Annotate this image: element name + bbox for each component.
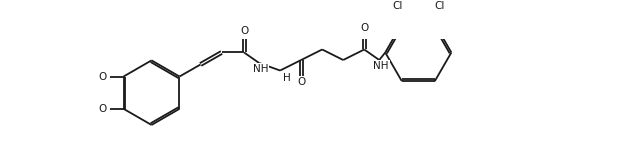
Text: O: O	[99, 104, 107, 114]
Text: O: O	[99, 72, 107, 82]
Text: O: O	[240, 26, 248, 36]
Text: Cl: Cl	[392, 1, 403, 11]
Text: NH: NH	[253, 64, 269, 74]
Text: O: O	[360, 23, 368, 33]
Text: H: H	[283, 73, 291, 83]
Text: O: O	[297, 77, 305, 87]
Text: NH: NH	[373, 61, 389, 71]
Text: Cl: Cl	[434, 1, 445, 11]
